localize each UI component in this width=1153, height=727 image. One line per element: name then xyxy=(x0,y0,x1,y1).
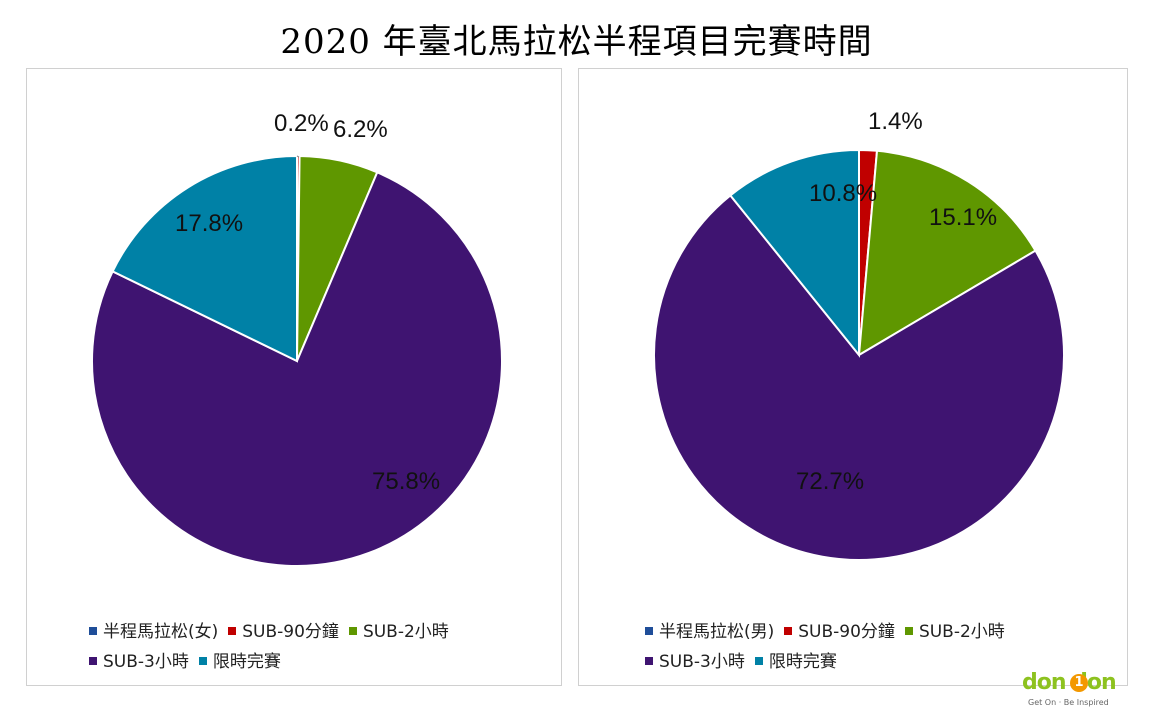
legend-label: SUB-2小時 xyxy=(918,622,1005,642)
data-label-1-3: 10.8% xyxy=(809,180,877,207)
data-label-0-1: 6.2% xyxy=(333,116,388,143)
legend-label: 半程馬拉松(女) xyxy=(103,622,219,642)
data-label-0-0: 0.2% xyxy=(274,110,329,137)
legend-swatch xyxy=(784,627,793,635)
leader-line-0 xyxy=(296,155,300,158)
data-label-0-2: 75.8% xyxy=(372,468,440,495)
legend-item: SUB-2小時 xyxy=(904,617,1005,647)
legend-swatch xyxy=(89,627,97,635)
pie-slice-0-3 xyxy=(111,154,298,363)
legend-item: SUB-90分鐘 xyxy=(784,617,895,647)
legend-label: SUB-3小時 xyxy=(659,652,745,672)
legend-item: 半程馬拉松(女) xyxy=(89,617,218,647)
legend-swatch xyxy=(198,657,207,665)
pie-chart-male-panel: 1.4% 15.1% 72.7% 10.8% 半程馬拉松(男) SUB-90分鐘 SUB-… xyxy=(578,68,1128,686)
legend-label: SUB-3小時 xyxy=(103,652,189,672)
legend-label: SUB-90分鐘 xyxy=(798,622,895,642)
legend-swatch xyxy=(89,657,97,665)
legend-row: 半程馬拉松(女) SUB-90分鐘 SUB-2小時 xyxy=(89,617,549,647)
legend-swatch xyxy=(904,627,913,635)
legend-label: 限時完賽 xyxy=(768,652,837,672)
legend-label: 限時完賽 xyxy=(212,652,281,672)
chart-title: 2020 年臺北馬拉松半程項目完賽時間 xyxy=(280,22,873,62)
legend-female: 半程馬拉松(女) SUB-90分鐘 SUB-2小時 SUB-3小時 限時完賽 xyxy=(89,617,549,677)
legend-row: SUB-3小時 限時完賽 xyxy=(89,647,549,677)
pie-chart-male: 1.4% 15.1% 72.7% 10.8% xyxy=(653,108,1065,561)
legend-item: SUB-3小時 xyxy=(645,647,745,677)
legend-swatch xyxy=(228,627,237,635)
legend-swatch xyxy=(645,627,653,635)
legend-item: 半程馬拉松(男) xyxy=(645,617,774,647)
pie-chart-female-panel: 0.2% 6.2% 75.8% 17.8% 半程馬拉松(女) SUB-90分鐘 SUB-2… xyxy=(26,68,562,686)
pie-chart-female: 0.2% 6.2% 75.8% 17.8% xyxy=(91,110,503,567)
dondon-logo: don don 1 Get On · Be Inspired xyxy=(1020,670,1140,720)
legend-swatch xyxy=(645,657,653,665)
legend-swatch xyxy=(754,657,763,665)
data-label-1-0: 1.4% xyxy=(868,108,923,135)
legend-item: 限時完賽 xyxy=(754,647,837,677)
logo-tagline: Get On · Be Inspired xyxy=(1028,698,1109,707)
pie-slice-0-2 xyxy=(91,171,503,567)
legend-label: 半程馬拉松(男) xyxy=(659,622,775,642)
legend-male: 半程馬拉松(男) SUB-90分鐘 SUB-2小時 SUB-3小時 限時完賽 xyxy=(645,617,1105,677)
pie-slice-1-3 xyxy=(728,148,860,358)
data-label-1-1: 15.1% xyxy=(929,204,997,231)
logo-one-badge: 1 xyxy=(1070,674,1088,692)
legend-item: 限時完賽 xyxy=(198,647,281,677)
pie-slice-1-1 xyxy=(857,149,1037,357)
pie-slice-1-2 xyxy=(653,194,1065,561)
data-label-1-2: 72.7% xyxy=(796,468,864,495)
legend-item: SUB-2小時 xyxy=(348,617,449,647)
legend-label: SUB-90分鐘 xyxy=(242,622,339,642)
legend-swatch xyxy=(348,627,357,635)
data-label-0-3: 17.8% xyxy=(175,210,243,237)
legend-label: SUB-2小時 xyxy=(362,622,449,642)
legend-row: 半程馬拉松(男) SUB-90分鐘 SUB-2小時 xyxy=(645,617,1105,647)
legend-item: SUB-90分鐘 xyxy=(228,617,339,647)
legend-row: SUB-3小時 限時完賽 xyxy=(645,647,1105,677)
legend-item: SUB-3小時 xyxy=(89,647,189,677)
logo-wordmark: don don xyxy=(1022,670,1117,695)
